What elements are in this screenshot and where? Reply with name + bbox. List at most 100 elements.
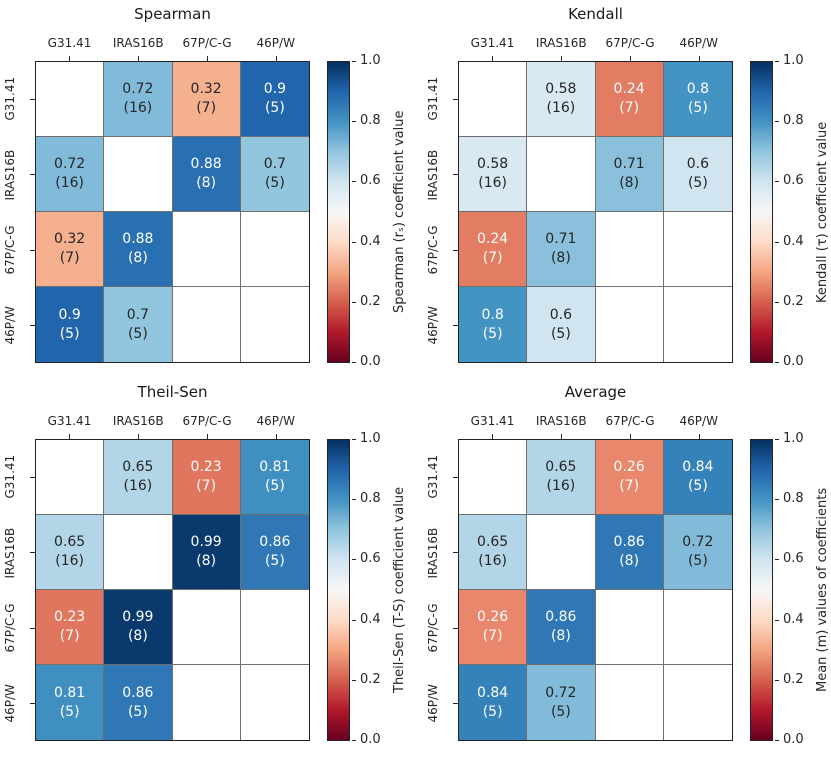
y-tick-mark bbox=[30, 627, 35, 629]
panel-spearman: Spearman G31.41 IRAS16B 67P/C-G 46P/W G31.4… bbox=[0, 0, 408, 379]
colorbar-tick-mark bbox=[352, 499, 356, 501]
colorbar-tick-mark bbox=[352, 181, 356, 183]
colorbar-tick-label: 0.0 bbox=[360, 354, 381, 369]
y-tick-mark bbox=[453, 703, 458, 705]
panel-theilsen: Theil-Sen G31.41 IRAS16B 67P/C-G 46P/W G31.… bbox=[0, 378, 408, 757]
cell-value: 0.6 bbox=[686, 156, 709, 172]
y-tick-label: IRAS16B bbox=[426, 148, 440, 200]
colorbar-tick-label: 1.0 bbox=[783, 53, 804, 68]
colorbar-tick-mark bbox=[352, 679, 356, 681]
heatmap-cell bbox=[241, 665, 309, 740]
colorbar-label-average: Mean (m) values of coefficients bbox=[815, 487, 830, 693]
colorbar-tick-label: 0.4 bbox=[360, 233, 381, 249]
cell-value: 0.65 bbox=[545, 459, 577, 475]
heatmap-cell: 0.23 (7) bbox=[172, 440, 241, 515]
heatmap-cell: 0.8 (5) bbox=[663, 62, 732, 137]
cell-value: 0.24 bbox=[477, 231, 509, 247]
cell-value: 0.65 bbox=[477, 534, 509, 550]
colorbar-gradient bbox=[750, 439, 773, 741]
heatmap-cell: 0.86 (5) bbox=[240, 515, 309, 590]
y-tick-label: 67P/C-G bbox=[3, 603, 17, 653]
cell-count: (8) bbox=[127, 628, 148, 644]
cell-count: (5) bbox=[59, 325, 80, 342]
heatmap-cell: 0.26 (7) bbox=[459, 590, 528, 665]
cell-count: (8) bbox=[196, 175, 217, 191]
colorbar-tick-label: 0.6 bbox=[360, 173, 381, 189]
cell-value: 0.24 bbox=[613, 81, 645, 97]
heatmap-cell: 0.8 (5) bbox=[459, 287, 528, 362]
cell-count: (7) bbox=[619, 478, 640, 494]
heatmap-theilsen: 0.65 (16) 0.23 (7) 0.81 (5) 0.65 (16) 0.99 (8) 0.8… bbox=[35, 439, 310, 741]
y-tick-label: 46P/W bbox=[3, 684, 17, 723]
cell-value: 0.72 bbox=[122, 81, 154, 97]
cell-value: 0.81 bbox=[259, 459, 291, 475]
cell-value: 0.72 bbox=[54, 156, 86, 172]
panel-title-spearman: Spearman bbox=[134, 5, 211, 23]
y-tick-label: G31.41 bbox=[3, 76, 17, 121]
cell-value: 0.71 bbox=[545, 231, 577, 247]
heatmap-cell: 0.71 (8) bbox=[527, 212, 596, 287]
cell-count: (8) bbox=[550, 628, 571, 644]
cell-value: 0.26 bbox=[477, 609, 509, 625]
x-tick-label: IRAS16B bbox=[535, 414, 587, 428]
heatmap-cell: 0.86 (5) bbox=[104, 665, 173, 740]
cell-value: 0.88 bbox=[122, 231, 154, 247]
panel-title-theilsen: Theil-Sen bbox=[137, 383, 208, 401]
panel-kendall: Kendall G31.41 IRAS16B 67P/C-G 46P/W G31.41… bbox=[423, 0, 831, 379]
heatmap-cell: 0.23 (7) bbox=[36, 590, 105, 665]
colorbar-tick-label: 0.6 bbox=[783, 551, 804, 567]
y-tick-label: 46P/W bbox=[3, 306, 17, 345]
colorbar-tick-mark bbox=[775, 740, 779, 741]
heatmap-cell: 0.81 (5) bbox=[36, 665, 105, 740]
heatmap-kendall: 0.58 (16) 0.24 (7) 0.8 (5) 0.58 (16) 0.71 (8) 0.6 (… bbox=[458, 61, 733, 363]
heatmap-cell: 0.9 (5) bbox=[36, 287, 105, 362]
colorbar-tick-mark bbox=[775, 619, 779, 621]
colorbar-tick-mark bbox=[775, 241, 779, 243]
colorbar-tick-label: 0.2 bbox=[360, 671, 381, 687]
colorbar-tick-label: 0.8 bbox=[360, 491, 381, 507]
x-tick-mark bbox=[69, 56, 71, 61]
panel-average: Average G31.41 IRAS16B 67P/C-G 46P/W G31.41… bbox=[423, 378, 831, 757]
colorbar-tick-mark bbox=[352, 439, 356, 440]
cell-value: 0.9 bbox=[263, 81, 286, 97]
colorbar-tick-mark bbox=[775, 181, 779, 183]
cell-value: 0.7 bbox=[263, 156, 286, 172]
cell-count: (5) bbox=[264, 175, 285, 191]
x-tick-label: 67P/C-G bbox=[605, 414, 655, 428]
cell-value: 0.84 bbox=[477, 684, 509, 701]
y-tick-label: 67P/C-G bbox=[426, 603, 440, 653]
x-tick-label: G31.41 bbox=[47, 414, 92, 428]
heatmap-cell: 0.86 (8) bbox=[527, 590, 596, 665]
heatmap-cell bbox=[240, 212, 309, 287]
panel-title-kendall: Kendall bbox=[568, 5, 623, 23]
y-tick-label: 46P/W bbox=[426, 684, 440, 723]
cell-value: 0.58 bbox=[545, 81, 577, 97]
cell-count: (16) bbox=[123, 478, 153, 494]
heatmap-cell: 0.58 (16) bbox=[527, 62, 596, 137]
cell-count: (7) bbox=[482, 628, 503, 644]
colorbar-tick-label: 1.0 bbox=[783, 431, 804, 446]
heatmap-cell bbox=[663, 212, 732, 287]
x-tick-mark bbox=[561, 434, 563, 439]
cell-count: (16) bbox=[546, 100, 576, 116]
heatmap-cell: 0.84 (5) bbox=[663, 440, 732, 515]
colorbar-tick-mark bbox=[775, 121, 779, 123]
panel-title-average: Average bbox=[564, 383, 627, 401]
x-tick-mark bbox=[275, 56, 277, 61]
x-tick-mark bbox=[561, 56, 563, 61]
heatmap-spearman: 0.72 (16) 0.32 (7) 0.9 (5) 0.72 (16) 0.88 (8) 0.7(… bbox=[35, 61, 310, 363]
y-tick-mark bbox=[453, 174, 458, 176]
colorbar-tick-mark bbox=[352, 301, 356, 303]
cell-count: (5) bbox=[687, 100, 708, 116]
cell-count: (7) bbox=[482, 250, 503, 266]
heatmap-cell bbox=[663, 590, 732, 665]
x-tick-mark bbox=[698, 434, 700, 439]
heatmap-cell bbox=[595, 212, 664, 287]
x-tick-label: IRAS16B bbox=[112, 36, 164, 50]
cell-value: 0.65 bbox=[54, 534, 86, 550]
x-tick-label: IRAS16B bbox=[535, 36, 587, 50]
heatmap-cell bbox=[172, 590, 241, 665]
cell-count: (16) bbox=[55, 553, 84, 569]
heatmap-cell: 0.72 (5) bbox=[663, 515, 732, 590]
y-tick-mark bbox=[453, 552, 458, 554]
